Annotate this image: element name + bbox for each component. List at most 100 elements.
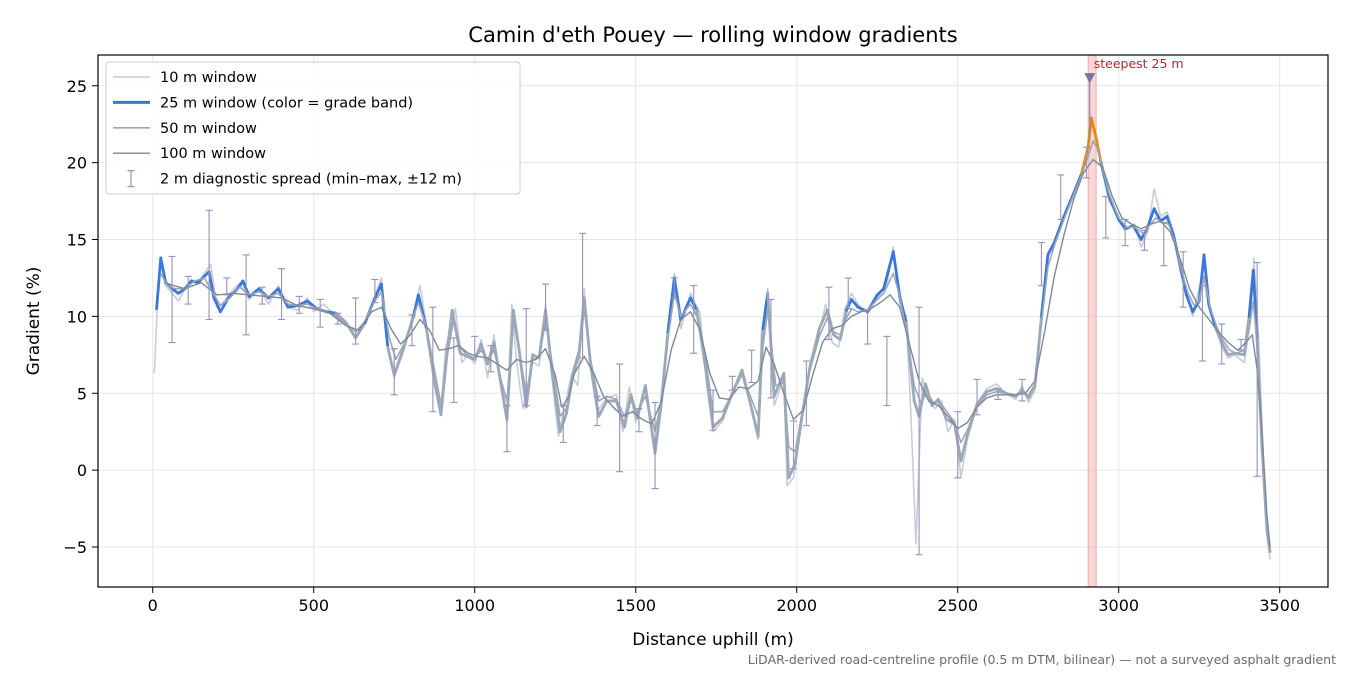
series-25m-segment [392,345,406,377]
diagnostic-spread-bars [168,146,1261,556]
spread-errorbar [371,278,379,304]
series-25m-segment [1117,218,1127,231]
annotation-marker [1084,73,1096,84]
spread-errorbar [593,395,601,427]
spread-errorbar [767,298,775,399]
spread-errorbar [789,420,797,470]
plot-frame [97,54,1329,588]
series-25m-segment [212,296,222,314]
spread-errorbar [864,309,872,345]
series-25m-segment [643,384,657,455]
spread-errorbar [429,306,437,413]
x-tick-label: 1500 [615,596,656,615]
series-25m-segment [882,250,895,291]
series-25m-segment [1184,293,1195,314]
y-axis-label: Gradient (%) [24,267,44,376]
series-25m-segment [465,354,477,361]
series-25m-segment [1046,241,1056,257]
spread-errorbar [1057,174,1065,221]
axis-ticks: 0 500 1000 1500 2000 2500 3000 3500 −5 0 5 10 15 20 25 [63,77,1300,615]
spread-errorbar [1121,218,1129,247]
y-tick-label: 0 [77,461,87,480]
spread-errorbar [205,209,213,321]
series-25m-segment [850,298,860,309]
series-50m-line [160,140,1271,548]
legend-label: 100 m window [160,146,266,162]
legend: 10 m window 25 m window (color = grade ba… [105,61,521,195]
spread-errorbar [1083,146,1091,179]
series-25m-segment [817,308,829,331]
spread-errorbar [709,389,717,431]
x-tick-label: 0 [148,596,158,615]
spread-errorbar [522,308,530,407]
spread-errorbar [471,335,479,356]
series-25m-segment [705,373,715,429]
spread-errorbar [316,298,324,328]
spread-errorbar [994,388,1002,400]
series-25m-segment [975,390,989,406]
series-25m-segment [159,256,168,284]
spread-errorbar [651,401,659,490]
series-25m-segment [433,379,443,417]
spread-errorbar [295,295,303,314]
series-25m-segment [445,308,454,352]
annotation: steepest 25 m [1084,56,1184,140]
legend-item-spread: 2 m diagnostic spread (min–max, ±12 m) [127,170,462,188]
spread-errorbar [242,254,250,336]
legend-item-10m: 10 m window [113,70,257,86]
series-25m-segment [1165,215,1175,237]
spread-errorbar [579,232,587,359]
legend-item-50m: 50 m window [113,121,257,137]
series-25m-segment [550,370,562,434]
spread-errorbar [690,285,698,354]
series-25m-segment [711,416,725,429]
x-tick-label: 500 [298,596,329,615]
spread-errorbar [1102,195,1110,239]
spread-errorbar [915,306,923,556]
spread-errorbar [390,348,398,396]
y-tick-label: 15 [67,231,87,250]
footnote: LiDAR-derived road-centreline profile (0… [748,652,1336,667]
spread-errorbar [670,277,678,299]
spread-errorbar [954,411,962,479]
x-tick-label: 2000 [776,596,817,615]
series-25m-segment [597,399,609,418]
spread-errorbar [1018,378,1026,402]
spread-errorbar [616,363,624,473]
legend-label: 50 m window [160,121,257,137]
series-25m-segment [653,399,663,455]
legend-box [105,61,521,195]
spread-errorbar [184,275,192,305]
y-tick-label: 20 [67,154,87,173]
series-25m-segment [571,348,581,375]
series-25m-segment [499,379,509,421]
y-tick-label: 10 [67,307,87,326]
series-25m-segment [875,287,886,297]
legend-item-100m: 100 m window [113,146,266,162]
legend-label: 2 m diagnostic spread (min–max, ±12 m) [160,172,462,188]
spread-errorbar [503,405,511,453]
spread-errorbar [883,335,891,407]
spread-errorbar [168,255,176,344]
spread-errorbar [408,314,416,347]
series-25m-segment [808,327,821,371]
series-25m-segment [891,250,902,298]
x-tick-label: 1000 [454,596,495,615]
series-25m-segment [793,418,803,466]
series-25m-segment [1146,207,1156,229]
legend-label: 25 m window (color = grade band) [160,95,413,111]
spread-errorbar [973,378,981,416]
spread-errorbar [1160,222,1168,267]
legend-item-25m: 25 m window (color = grade band) [113,95,413,111]
spread-errorbar [542,283,550,331]
spread-errorbar [352,297,360,345]
series-25m-segment [1052,215,1066,244]
series-25m-segment [959,433,969,463]
series-100m-line [168,158,1271,548]
series-25m-segment [1027,384,1037,400]
series-lines [153,116,1272,560]
spread-errorbar [450,337,458,404]
series-25m-segment [155,256,163,311]
series-25m-segment [1220,341,1230,357]
